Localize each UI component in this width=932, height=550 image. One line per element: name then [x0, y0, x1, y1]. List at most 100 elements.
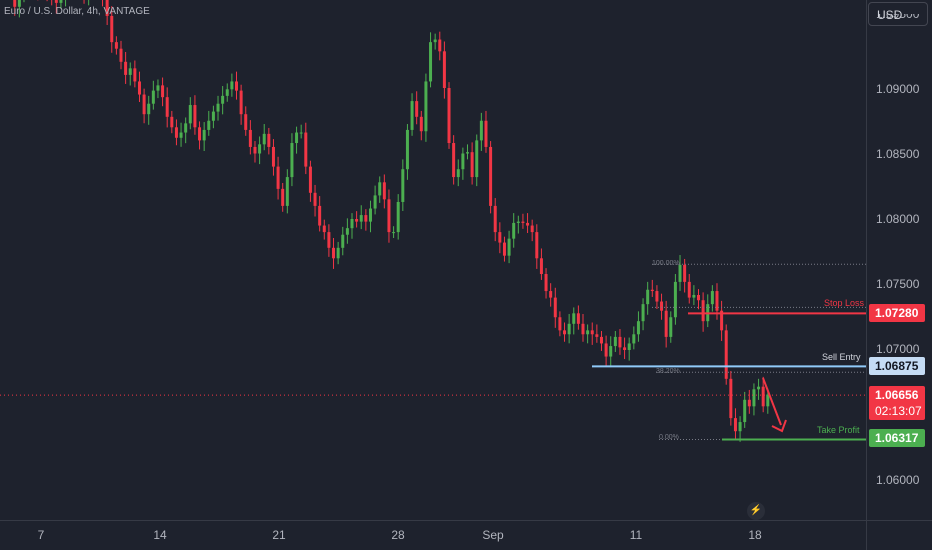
candle-body [553, 297, 557, 318]
candle-body [392, 232, 396, 234]
candles-group [13, 0, 770, 442]
candle-body [530, 225, 534, 233]
candle-body [341, 234, 345, 248]
trade-levels-group [0, 263, 866, 441]
candle-body [581, 323, 585, 335]
candle-body [276, 166, 280, 189]
candle-body [248, 129, 252, 147]
candle-body [678, 264, 682, 282]
candle-body [225, 89, 229, 96]
candle-body [489, 146, 493, 206]
current-price-tag: 1.06656 [869, 386, 925, 404]
candle-body [142, 94, 146, 115]
candle-body [147, 103, 151, 115]
candle-body [733, 418, 737, 432]
sell-entry-label: Sell Entry [822, 352, 861, 362]
candle-body [253, 146, 257, 154]
candle-body [378, 182, 382, 196]
candle-body [502, 242, 506, 256]
candle-body [281, 188, 285, 206]
candle-body [295, 132, 299, 144]
candle-body [715, 291, 719, 311]
y-tick: 1.07500 [876, 277, 920, 291]
x-tick: Sep [482, 528, 504, 542]
candle-body [655, 291, 659, 302]
candle-body [285, 177, 289, 206]
candle-body [401, 169, 405, 202]
candle-body [599, 336, 603, 344]
candle-body [350, 219, 354, 229]
currency-selector-button[interactable]: USD [868, 2, 928, 26]
candle-body [701, 300, 705, 322]
candle-body [618, 336, 622, 348]
candle-body [156, 85, 160, 91]
x-tick: 18 [748, 528, 762, 542]
y-tick-partial: 1.09500 [876, 14, 920, 21]
candle-body [627, 343, 631, 350]
candle-body [766, 394, 770, 407]
candle-body [124, 61, 128, 75]
candle-body [396, 201, 400, 233]
candle-body [567, 323, 571, 335]
candle-body [258, 144, 262, 154]
candle-body [516, 221, 520, 223]
candle-body [683, 264, 687, 282]
candle-body [646, 289, 650, 305]
x-tick: 21 [272, 528, 286, 542]
candle-body [332, 247, 336, 259]
candle-body [59, 0, 63, 3]
candle-body [207, 120, 211, 130]
candle-body [327, 232, 331, 248]
candle-body [613, 336, 617, 347]
candle-body [308, 166, 312, 193]
candle-body [512, 222, 516, 239]
candle-body [267, 133, 271, 147]
candle-body [137, 81, 141, 95]
candle-body [669, 317, 673, 337]
candle-body [743, 399, 747, 423]
down-arrow-icon [762, 377, 787, 433]
candle-body [729, 378, 733, 419]
candle-body [419, 116, 423, 132]
candle-body [757, 386, 761, 390]
x-tick: 28 [391, 528, 405, 542]
candle-body [188, 105, 192, 124]
candle-body [720, 310, 724, 331]
candle-body [604, 343, 608, 357]
candle-body [466, 152, 469, 154]
candle-body [373, 195, 377, 209]
candle-body [650, 289, 654, 292]
candle-body [452, 143, 456, 178]
fib-0-label: 0.00% [659, 434, 679, 441]
fib-38-label: 38.20% [656, 368, 680, 375]
candle-body [151, 90, 155, 104]
candle-body [660, 301, 664, 311]
candle-body [415, 101, 419, 117]
x-tick: 11 [629, 528, 643, 542]
candle-body [558, 317, 562, 331]
candle-body [17, 0, 21, 7]
y-tick: 1.08000 [876, 212, 920, 226]
candle-body [549, 291, 553, 298]
y-tick: 1.08500 [876, 147, 920, 161]
candle-body [692, 294, 696, 298]
candle-body [433, 39, 437, 43]
candle-body [410, 101, 414, 130]
candle-body [747, 399, 751, 407]
candle-body [235, 81, 238, 91]
candle-body [359, 215, 363, 222]
candle-body [761, 386, 765, 407]
candle-body [697, 294, 700, 301]
countdown-tag: 02:13:07 [869, 402, 925, 420]
candle-body [304, 132, 308, 167]
candle-body [752, 389, 756, 407]
candle-body [322, 225, 326, 233]
y-tick: 1.09000 [876, 82, 920, 96]
candle-body [424, 81, 428, 132]
candle-body [479, 120, 483, 141]
candle-body [114, 42, 118, 49]
candle-body [165, 97, 169, 117]
candle-body [470, 152, 474, 178]
lightning-icon[interactable]: ⚡ [747, 502, 765, 520]
